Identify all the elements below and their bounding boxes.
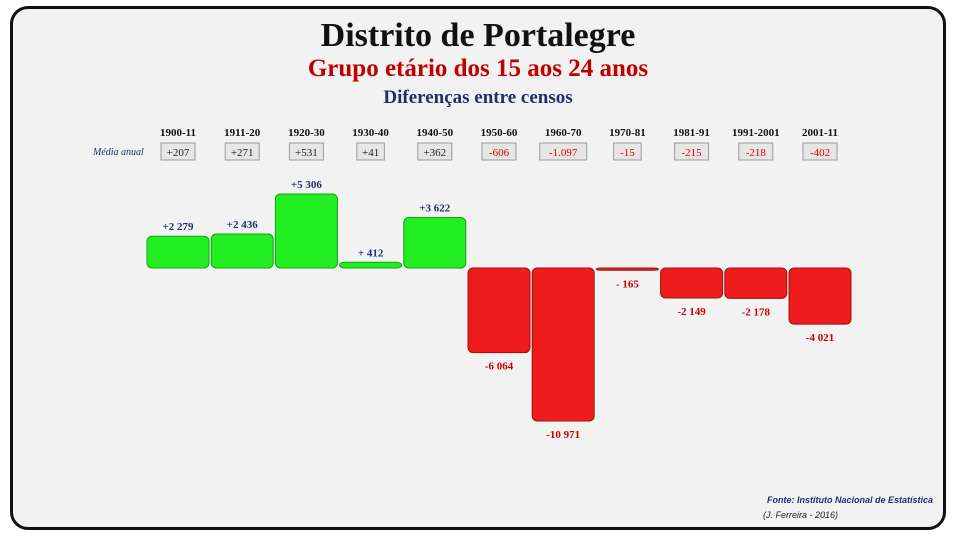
period-label: 1981-91 (673, 127, 710, 139)
chart-subtitle-secondary: Diferenças entre censos (383, 87, 573, 108)
value-label: -2 178 (742, 306, 771, 318)
period-label: 1920-30 (288, 127, 325, 139)
annual-mean-box (288, 142, 324, 161)
value-label: -2 149 (677, 306, 706, 318)
bar (339, 261, 403, 269)
period-label: 1911-20 (224, 127, 261, 139)
author-note: (J. Ferreira - 2016) (763, 510, 839, 520)
annual-mean-box (224, 142, 260, 161)
annual-mean-row-label: Média anual (93, 147, 144, 158)
chart-subtitle: Grupo etário dos 15 aos 24 anos (307, 55, 649, 82)
bar (210, 233, 274, 269)
value-label: - 165 (616, 278, 639, 290)
bar (403, 216, 467, 269)
annual-mean-value: +362 (423, 147, 446, 159)
value-label: +5 306 (291, 179, 323, 191)
period-label: 1970-81 (609, 127, 646, 139)
annual-mean-value: -402 (810, 147, 830, 159)
annual-mean-value: -218 (746, 147, 767, 159)
value-label: +2 436 (227, 219, 259, 231)
bar (531, 267, 595, 422)
bar (274, 193, 338, 269)
bar (660, 267, 724, 299)
annual-mean-box (356, 142, 385, 161)
period-label: 1900-11 (160, 127, 196, 139)
bar (788, 267, 852, 325)
annual-mean-box (539, 142, 588, 161)
value-label: -4 021 (806, 332, 834, 344)
value-label: -10 971 (546, 429, 580, 441)
period-label: 1950-60 (481, 127, 518, 139)
value-label: -6 064 (485, 361, 514, 373)
bar (724, 267, 788, 299)
annual-mean-value: -15 (620, 147, 635, 159)
value-label: + 412 (358, 247, 384, 259)
annual-mean-value: +531 (295, 147, 318, 159)
annual-mean-box (417, 142, 453, 161)
value-label: +3 622 (419, 202, 451, 214)
period-label: 1960-70 (545, 127, 582, 139)
bar (146, 235, 210, 269)
period-label: 1940-50 (416, 127, 453, 139)
annual-mean-value: -606 (489, 147, 510, 159)
source-note: Fonte: Instituto Nacional de Estatística (766, 495, 933, 505)
period-label: 1930-40 (352, 127, 389, 139)
period-label: 1991-2001 (732, 127, 780, 139)
annual-mean-value: -215 (682, 147, 703, 159)
annual-mean-value: +207 (167, 147, 190, 159)
annual-mean-box (160, 142, 196, 161)
value-label: +2 279 (162, 221, 194, 233)
bar (595, 267, 659, 271)
annual-mean-box (738, 142, 774, 161)
period-label: 2001-11 (802, 127, 838, 139)
annual-mean-value: -1.097 (549, 147, 578, 159)
annual-mean-box (481, 142, 517, 161)
annual-mean-value: +41 (362, 147, 379, 159)
annual-mean-box (613, 142, 642, 161)
bar (467, 267, 531, 354)
chart-title: Distrito de Portalegre (320, 17, 636, 54)
annual-mean-box (802, 142, 838, 161)
annual-mean-value: +271 (231, 147, 254, 159)
annual-mean-box (674, 142, 710, 161)
